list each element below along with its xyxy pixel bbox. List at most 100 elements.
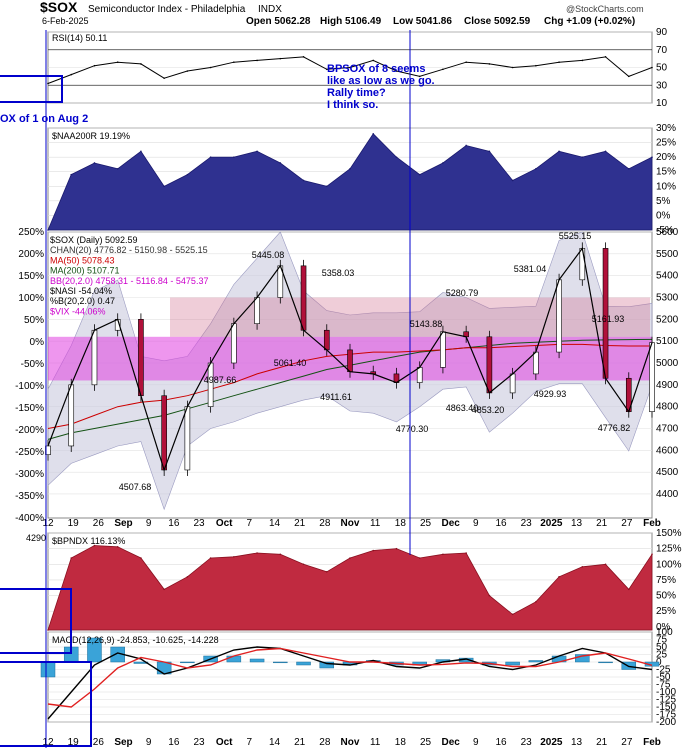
x-tick-label: 19 [68, 518, 80, 529]
rsi-tick-label: 30 [656, 80, 668, 91]
macd-tick-label: 25 [656, 650, 668, 661]
annotation-ox-note: OX of 1 on Aug 2 [0, 113, 88, 125]
naa-point [233, 156, 235, 158]
pct-tick-label: -100% [15, 381, 44, 392]
price-label: 5358.03 [322, 268, 355, 278]
macd-histogram-bar [273, 661, 288, 664]
x-tick-label: 19 [68, 737, 80, 748]
x-tick-label: 28 [319, 518, 331, 529]
price-label: 5143.88 [410, 319, 443, 329]
pct-tick-label: -350% [15, 491, 44, 502]
bpndx-point [302, 563, 305, 566]
price-legend-item: $NASI -54.04% [50, 286, 112, 296]
x-tick-label: Nov [341, 737, 360, 748]
price-min-label: 4290 [26, 533, 46, 543]
x-tick-label: Sep [114, 518, 132, 529]
naa-tick-label: 10% [656, 181, 676, 192]
candle-body [91, 329, 98, 386]
macd-tick-label: -75 [656, 680, 671, 691]
pct-tick-label: -400% [15, 513, 44, 524]
rsi-point [558, 61, 560, 63]
rsi-point [581, 59, 584, 62]
naa-point [325, 185, 328, 188]
naa-tick-label: 20% [656, 152, 676, 163]
x-tick-label: 23 [521, 737, 533, 748]
annotation-line-1: BPSOX of 8 seems [327, 63, 425, 75]
price-label: 5381.04 [514, 264, 547, 274]
rsi-point [256, 59, 258, 62]
macd-tick-label: 75 [656, 635, 668, 646]
x-tick-label: Oct [216, 518, 233, 529]
bpndx-point [581, 565, 584, 568]
high-value: High 5106.49 [320, 16, 382, 27]
naa-tick-label: 15% [656, 167, 676, 178]
x-tick-label: 9 [473, 518, 479, 529]
x-tick-label: Oct [216, 737, 233, 748]
candle-body [138, 319, 144, 397]
macd-histogram-bar [87, 637, 102, 663]
x-tick-label: 11 [370, 737, 381, 748]
naa-point [465, 144, 467, 147]
price-tick-label: 5200 [656, 314, 679, 325]
bpndx-tick-label: 75% [656, 575, 676, 586]
price-tick-label: 5600 [656, 227, 679, 238]
pct-tick-label: -50% [21, 359, 44, 370]
pct-tick-label: -200% [15, 425, 44, 436]
rsi-point [279, 57, 282, 60]
bpndx-point [418, 557, 421, 559]
bpndx-point [627, 588, 630, 591]
naa-point [349, 168, 351, 170]
bpndx-point [279, 553, 282, 556]
x-tick-label: 23 [193, 737, 205, 748]
rsi-tick-label: 50 [656, 63, 668, 74]
price-tick-label: 5300 [656, 292, 679, 303]
rsi-point [488, 63, 491, 65]
price-label: 4929.93 [534, 389, 567, 399]
rsi-point [604, 56, 607, 58]
naa-point [442, 162, 444, 164]
rsi-point [465, 61, 467, 63]
pct-tick-label: 50% [24, 315, 44, 326]
bpndx-tick-label: 0% [656, 622, 671, 633]
rsi-point [349, 66, 351, 69]
naa-point [488, 150, 491, 153]
pct-tick-label: 250% [18, 227, 44, 238]
price-legend-item: BB(20,2.0) 4758.31 - 5116.84 - 5475.37 [50, 276, 208, 286]
x-tick-label: Feb [643, 737, 661, 748]
price-label: 4507.68 [119, 482, 152, 492]
macd-histogram-bar [319, 661, 335, 669]
x-tick-label: 7 [247, 518, 253, 529]
naa-point [279, 162, 282, 164]
macd-histogram-bar [598, 661, 613, 664]
annotation-line-4: I think so. [327, 99, 378, 111]
price-legend-item: CHAN(20) 4776.82 - 5150.98 - 5525.15 [50, 245, 208, 255]
bpndx-point [535, 601, 537, 603]
naa-point [372, 133, 375, 135]
rsi-point [535, 64, 537, 67]
signal-line [47, 647, 653, 708]
macd-tick-label: -150 [656, 702, 676, 713]
x-tick-label: Dec [441, 737, 460, 748]
price-label: 4863.40 [446, 403, 479, 413]
bpndx-tick-label: 100% [656, 559, 682, 570]
x-tick-label: 25 [420, 518, 432, 529]
pct-tick-label: 100% [18, 293, 44, 304]
watermark: @StockCharts.com [566, 4, 644, 14]
bpndx-point [372, 549, 375, 552]
naa-point [535, 168, 537, 170]
price-tick-label: 4500 [656, 467, 679, 478]
bpndx-tick-label: 125% [656, 544, 682, 555]
macd-highlight-box [0, 661, 92, 747]
bpndx-point [70, 557, 73, 559]
x-tick-label: 7 [247, 737, 253, 748]
x-tick-label: 16 [495, 737, 507, 748]
candle-body [323, 329, 330, 351]
naa-point [581, 156, 584, 158]
pct-tick-label: -300% [15, 469, 44, 480]
bpndx-point [116, 545, 119, 548]
candle-body [579, 248, 586, 281]
price-tick-label: 5500 [656, 249, 679, 260]
x-tick-label: 21 [596, 518, 608, 529]
candle-body [68, 384, 75, 447]
